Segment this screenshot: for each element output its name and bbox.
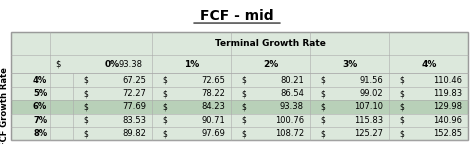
Text: 99.02: 99.02 bbox=[359, 89, 383, 98]
Text: $: $ bbox=[163, 76, 167, 85]
Text: 152.85: 152.85 bbox=[433, 129, 462, 138]
Bar bbox=[11, 32, 468, 140]
Text: $: $ bbox=[241, 76, 246, 85]
Text: $: $ bbox=[83, 76, 88, 85]
Text: 4%: 4% bbox=[33, 76, 47, 85]
Text: 125.27: 125.27 bbox=[354, 129, 383, 138]
Text: 129.98: 129.98 bbox=[433, 102, 462, 111]
Bar bbox=[11, 32, 468, 140]
Text: 6%: 6% bbox=[33, 102, 47, 111]
Text: 72.27: 72.27 bbox=[122, 89, 146, 98]
Text: $: $ bbox=[55, 60, 61, 69]
Bar bbox=[11, 100, 468, 114]
Text: 78.22: 78.22 bbox=[201, 89, 225, 98]
Text: $: $ bbox=[163, 116, 167, 125]
Text: 1%: 1% bbox=[184, 60, 200, 69]
Text: $: $ bbox=[320, 76, 325, 85]
Text: $: $ bbox=[163, 89, 167, 98]
Text: 110.46: 110.46 bbox=[433, 76, 462, 85]
Text: $: $ bbox=[163, 129, 167, 138]
Text: Terminal Growth Rate: Terminal Growth Rate bbox=[215, 39, 326, 48]
Text: 84.23: 84.23 bbox=[201, 102, 225, 111]
Text: $: $ bbox=[241, 116, 246, 125]
Text: $: $ bbox=[400, 89, 404, 98]
Text: $: $ bbox=[400, 76, 404, 85]
Text: 140.96: 140.96 bbox=[433, 116, 462, 125]
Text: $: $ bbox=[320, 89, 325, 98]
Text: 83.53: 83.53 bbox=[122, 116, 146, 125]
Text: $: $ bbox=[83, 116, 88, 125]
Text: $: $ bbox=[320, 116, 325, 125]
Text: FCF Growth Rate: FCF Growth Rate bbox=[0, 67, 9, 144]
Text: 4%: 4% bbox=[421, 60, 437, 69]
Text: 77.69: 77.69 bbox=[122, 102, 146, 111]
Text: 93.38: 93.38 bbox=[118, 60, 143, 69]
Text: $: $ bbox=[400, 102, 404, 111]
Text: 107.10: 107.10 bbox=[354, 102, 383, 111]
Text: 108.72: 108.72 bbox=[275, 129, 304, 138]
Text: 72.65: 72.65 bbox=[201, 76, 225, 85]
Text: $: $ bbox=[83, 89, 88, 98]
Text: 97.69: 97.69 bbox=[201, 129, 225, 138]
Text: $: $ bbox=[320, 129, 325, 138]
Text: 115.83: 115.83 bbox=[354, 116, 383, 125]
Text: FCF - mid: FCF - mid bbox=[200, 9, 274, 23]
Text: 86.54: 86.54 bbox=[280, 89, 304, 98]
Text: 0%: 0% bbox=[105, 60, 120, 69]
Text: 90.71: 90.71 bbox=[201, 116, 225, 125]
Text: $: $ bbox=[163, 102, 167, 111]
Text: 93.38: 93.38 bbox=[280, 102, 304, 111]
Text: 91.56: 91.56 bbox=[359, 76, 383, 85]
Text: 80.21: 80.21 bbox=[280, 76, 304, 85]
Text: $: $ bbox=[320, 102, 325, 111]
Text: 3%: 3% bbox=[342, 60, 357, 69]
Text: $: $ bbox=[241, 129, 246, 138]
Text: 7%: 7% bbox=[33, 116, 47, 125]
Text: $: $ bbox=[241, 102, 246, 111]
Text: 119.83: 119.83 bbox=[433, 89, 462, 98]
Text: 2%: 2% bbox=[263, 60, 278, 69]
Text: $: $ bbox=[83, 102, 88, 111]
Text: 5%: 5% bbox=[33, 89, 47, 98]
Text: 89.82: 89.82 bbox=[122, 129, 146, 138]
Text: 100.76: 100.76 bbox=[275, 116, 304, 125]
Text: $: $ bbox=[400, 129, 404, 138]
Text: $: $ bbox=[83, 129, 88, 138]
Text: 67.25: 67.25 bbox=[122, 76, 146, 85]
Text: 8%: 8% bbox=[33, 129, 47, 138]
Text: $: $ bbox=[400, 116, 404, 125]
Text: $: $ bbox=[241, 89, 246, 98]
